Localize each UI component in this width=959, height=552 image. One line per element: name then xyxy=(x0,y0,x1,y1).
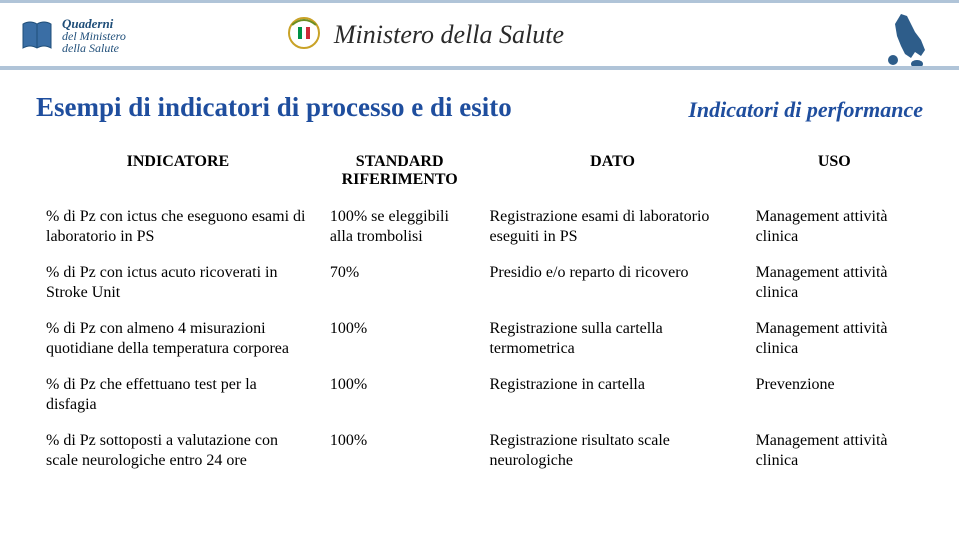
table-row: % di Pz con almeno 4 misurazioni quotidi… xyxy=(36,311,923,367)
header-content: Quaderni del Ministero della Salute Mini… xyxy=(0,6,959,64)
header-stripe-top xyxy=(0,0,959,3)
table-row: % di Pz con ictus acuto ricoverati in St… xyxy=(36,255,923,311)
cell-standard: 100% se eleggibili alla trombolisi xyxy=(320,199,480,255)
cell-dato: Registrazione esami di laboratorio esegu… xyxy=(479,199,745,255)
table-row: % di Pz con ictus che eseguono esami di … xyxy=(36,199,923,255)
table-row: % di Pz sottoposti a valutazione con sca… xyxy=(36,423,923,479)
emblem-icon xyxy=(286,15,322,55)
quaderni-logo: Quaderni del Ministero della Salute xyxy=(20,17,126,54)
cell-indicatore: % di Pz con ictus acuto ricoverati in St… xyxy=(36,255,320,311)
cell-indicatore: % di Pz sottoposti a valutazione con sca… xyxy=(36,423,320,479)
header-stripe-bottom xyxy=(0,66,959,70)
logo-line3: della Salute xyxy=(62,42,126,54)
cell-dato: Registrazione sulla cartella termometric… xyxy=(479,311,745,367)
slide-body: Esempi di indicatori di processo e di es… xyxy=(0,80,959,479)
col-header-uso: USO xyxy=(746,149,923,199)
header: Quaderni del Ministero della Salute Mini… xyxy=(0,0,959,80)
table-header-row: INDICATORE STANDARD RIFERIMENTO DATO USO xyxy=(36,149,923,199)
cell-uso: Management attività clinica xyxy=(746,311,923,367)
table-row: % di Pz che effettuano test per la disfa… xyxy=(36,367,923,423)
cell-uso: Management attività clinica xyxy=(746,255,923,311)
cell-standard: 100% xyxy=(320,367,480,423)
cell-indicatore: % di Pz con ictus che eseguono esami di … xyxy=(36,199,320,255)
italy-map-icon xyxy=(871,10,941,72)
ministry-logo: Ministero della Salute xyxy=(286,15,564,55)
book-icon xyxy=(20,18,54,52)
col-header-standard: STANDARD RIFERIMENTO xyxy=(320,149,480,199)
logo-line2: del Ministero xyxy=(62,30,126,42)
cell-uso: Management attività clinica xyxy=(746,199,923,255)
cell-dato: Presidio e/o reparto di ricovero xyxy=(479,255,745,311)
title-row: Esempi di indicatori di processo e di es… xyxy=(36,92,923,123)
cell-standard: 100% xyxy=(320,311,480,367)
cell-dato: Registrazione risultato scale neurologic… xyxy=(479,423,745,479)
cell-standard: 100% xyxy=(320,423,480,479)
cell-uso: Prevenzione xyxy=(746,367,923,423)
cell-indicatore: % di Pz con almeno 4 misurazioni quotidi… xyxy=(36,311,320,367)
col-header-dato: DATO xyxy=(479,149,745,199)
cell-dato: Registrazione in cartella xyxy=(479,367,745,423)
col-header-indicatore: INDICATORE xyxy=(36,149,320,199)
indicators-table: INDICATORE STANDARD RIFERIMENTO DATO USO… xyxy=(36,149,923,479)
quaderni-logo-text: Quaderni del Ministero della Salute xyxy=(62,17,126,54)
performance-badge: Indicatori di performance xyxy=(688,97,923,123)
logo-line1: Quaderni xyxy=(62,17,126,30)
cell-indicatore: % di Pz che effettuano test per la disfa… xyxy=(36,367,320,423)
cell-uso: Management attività clinica xyxy=(746,423,923,479)
ministry-name: Ministero della Salute xyxy=(334,20,564,50)
slide-title: Esempi di indicatori di processo e di es… xyxy=(36,92,512,123)
cell-standard: 70% xyxy=(320,255,480,311)
